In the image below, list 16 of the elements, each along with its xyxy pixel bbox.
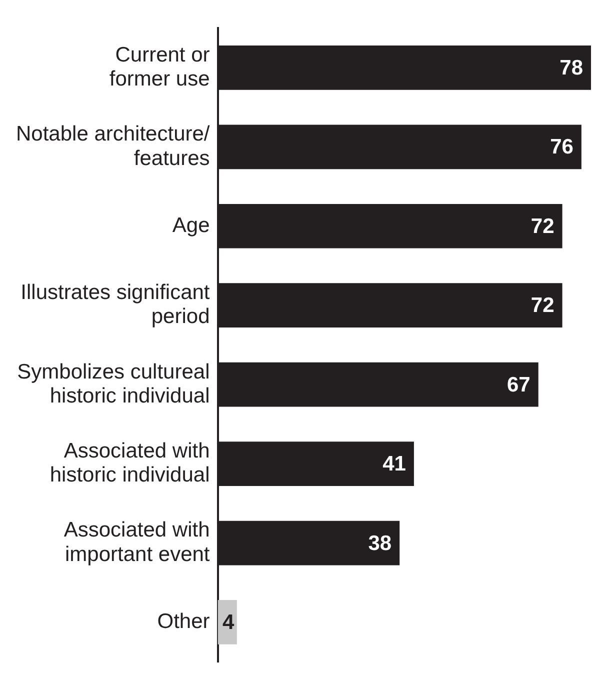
data-label: 41 — [382, 452, 406, 476]
y-tick-label: Current or former use — [109, 43, 210, 91]
data-label: 4 — [222, 611, 234, 634]
y-tick-label: Other — [157, 610, 210, 634]
data-label: 38 — [368, 532, 392, 555]
y-tick-label: Symbolizes cultureal historic individual — [17, 360, 210, 408]
data-label: 76 — [550, 136, 574, 159]
data-label: 72 — [530, 214, 554, 238]
y-tick-label: Associated with important event — [64, 518, 210, 566]
y-tick-label: Age — [172, 214, 210, 237]
data-label: 78 — [560, 56, 584, 80]
data-label: 72 — [530, 294, 554, 318]
y-tick-label: Illustrates significant period — [20, 281, 210, 328]
y-tick-label: Associated with historic individual — [50, 440, 210, 487]
y-tick-label: Notable architecture/ features — [16, 122, 210, 170]
data-label: 67 — [507, 373, 530, 396]
